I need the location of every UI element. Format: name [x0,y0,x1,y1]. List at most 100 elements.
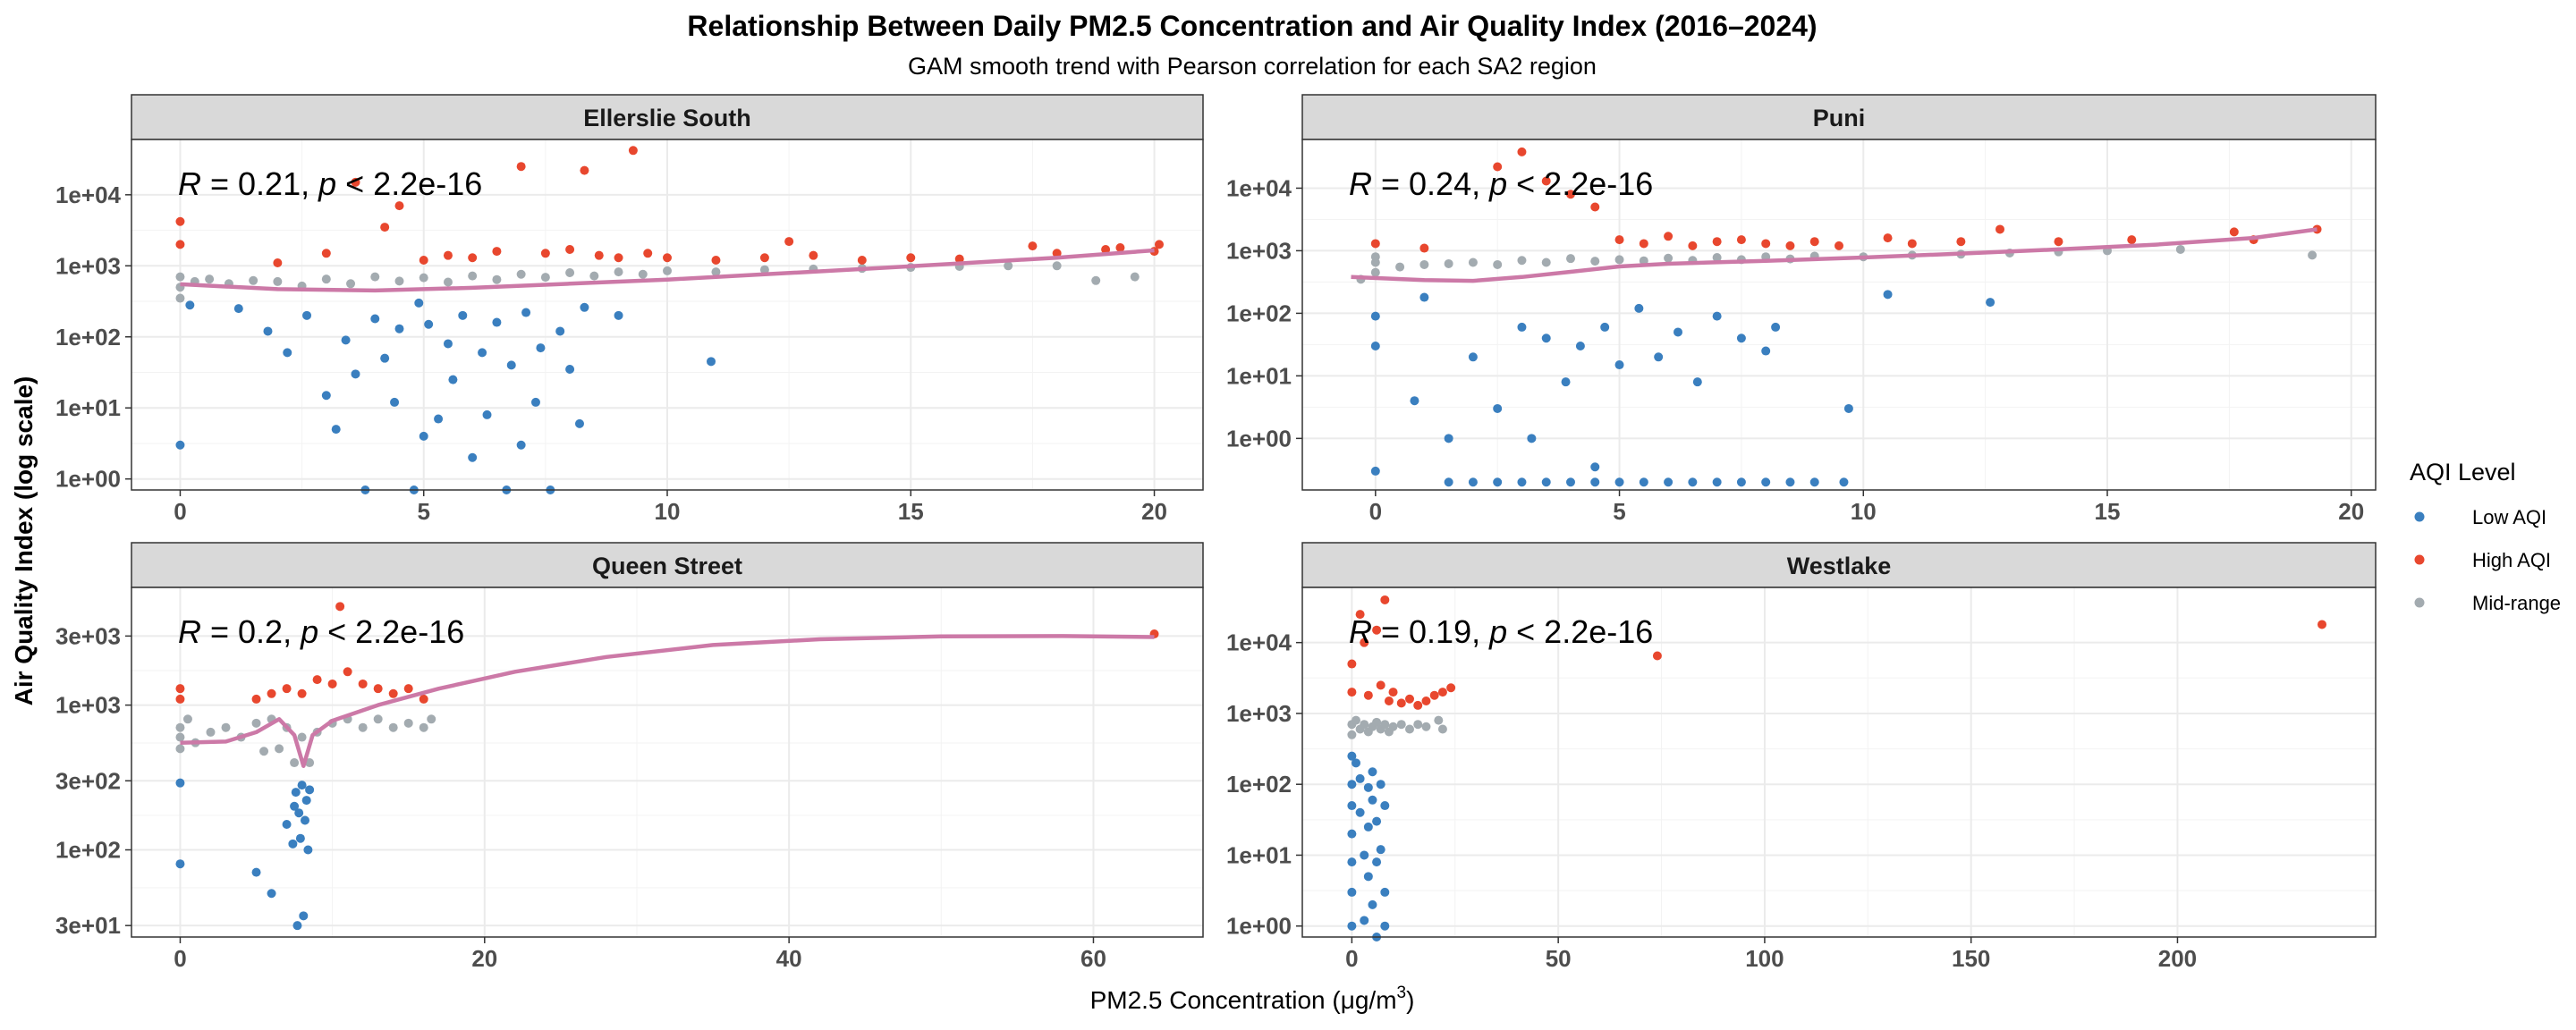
low-aqi-point [414,298,424,308]
low-aqi-point [468,452,478,462]
low-aqi-point [1517,322,1527,332]
high-aqi-point [388,688,398,698]
low-aqi-point [1352,758,1360,768]
high-aqi-point [1388,688,1398,697]
high-aqi-point [251,694,261,704]
low-aqi-point [555,326,565,336]
legend-key [2414,554,2425,565]
low-aqi-point [1634,303,1644,313]
high-aqi-point [1355,610,1365,620]
correlation-annotation: R = 0.19, p < 2.2e-16 [1349,613,1653,650]
mid-range-point [1380,720,1390,730]
low-aqi-point [1372,857,1382,867]
y-tick-label: 1e+02 [55,837,121,864]
stat-symbol: R [1349,613,1372,650]
y-tick-label: 1e+04 [1226,174,1292,201]
low-aqi-point [1370,466,1380,476]
low-aqi-point [1444,434,1453,443]
low-aqi-point [1692,377,1702,387]
low-aqi-point [1527,434,1537,443]
low-aqi-point [1347,751,1357,761]
mid-range-point [540,273,550,283]
mid-range-point [1352,715,1360,725]
mid-range-point [175,744,185,754]
legend-key [2414,511,2425,522]
mid-range-point [1493,259,1503,269]
high-aqi-point [312,675,322,685]
high-aqi-point [175,216,185,226]
low-aqi-point [1360,916,1369,925]
high-aqi-point [419,694,428,704]
low-aqi-point [506,360,516,370]
high-aqi-point [1360,637,1369,647]
mid-range-point [1395,262,1405,272]
low-aqi-point [1600,322,1610,332]
low-aqi-point [1347,829,1357,839]
y-axis-label: Air Quality Index (log scale) [10,376,38,706]
mid-range-point [1052,261,1062,271]
stat-value: < 2.2e-16 [1507,613,1653,650]
panel-background [1302,587,2376,937]
low-aqi-point [1368,795,1377,805]
low-aqi-point [1368,767,1377,777]
high-aqi-point [1785,241,1795,250]
mid-range-point [251,718,261,728]
low-aqi-point [1639,477,1648,487]
low-aqi-point [1347,921,1357,931]
high-aqi-point [1712,237,1722,247]
high-aqi-point [1347,688,1357,697]
low-aqi-point [1986,298,1996,308]
stat-value: < 2.2e-16 [318,613,464,650]
x-tick-label: 0 [1345,945,1358,972]
panel-queen-street: Queen Street 0 20 40 60 3e+01 1e+02 3e+02 1e+03 3… [55,542,1204,972]
low-aqi-point [1363,822,1373,832]
low-aqi-point [419,431,428,441]
high-aqi-point [643,249,653,258]
high-aqi-point [857,256,867,266]
panel-westlake: Westlake 0 50 100 150 200 1e+00 1e+01 1e+02 1e+03… [1226,542,2377,972]
y-tick-label: 1e+01 [1226,841,1292,868]
high-aqi-point [1154,240,1164,249]
legend: AQI Level Low AQI High AQI Mid-range [2410,459,2561,614]
panel-ellerslie-south: Ellerslie South 0 5 10 15 20 1e+00 1e+01 1e+02 1e… [55,94,1204,525]
mid-range-point [614,267,623,277]
low-aqi-point [1444,477,1453,487]
low-aqi-point [1410,396,1419,406]
y-tick-label: 1e+01 [55,394,121,421]
low-aqi-point [302,310,312,320]
stat-symbol: R [178,613,201,650]
mid-range-point [419,722,428,732]
low-aqi-point [448,375,458,384]
low-aqi-point [1883,290,1893,300]
stat-symbol: p [318,165,336,202]
mid-range-point [565,267,575,277]
y-tick-label: 1e+00 [1226,425,1292,452]
low-aqi-point [1355,807,1365,817]
high-aqi-point [1688,241,1698,250]
low-aqi-point [175,440,185,450]
mid-range-point [516,269,526,279]
low-aqi-point [1493,477,1503,487]
high-aqi-point [2054,237,2063,247]
panels: Ellerslie South 0 5 10 15 20 1e+00 1e+01 1e+02 1e… [55,94,2377,972]
low-aqi-point [1468,477,1478,487]
low-aqi-point [1654,352,1664,362]
high-aqi-point [565,244,575,254]
x-axis-label-main: PM2.5 Concentration ( [1090,986,1342,1014]
high-aqi-point [1517,147,1527,156]
low-aqi-point [1541,333,1551,343]
legend-label: High AQI [2472,549,2551,571]
low-aqi-point [1380,887,1390,897]
x-axis-label-sup: 3 [1397,984,1407,1002]
low-aqi-point [1566,477,1575,487]
y-tick-label: 1e+03 [1226,700,1292,727]
high-aqi-point [380,223,390,232]
mid-range-point [275,744,284,754]
x-tick-label: 20 [2338,498,2364,525]
high-aqi-point [1614,235,1624,245]
high-aqi-point [468,253,478,263]
x-tick-label: 10 [655,498,681,525]
high-aqi-point [1446,683,1456,693]
panel-strip-label: Westlake [1787,553,1892,579]
mid-range-point [388,722,398,732]
